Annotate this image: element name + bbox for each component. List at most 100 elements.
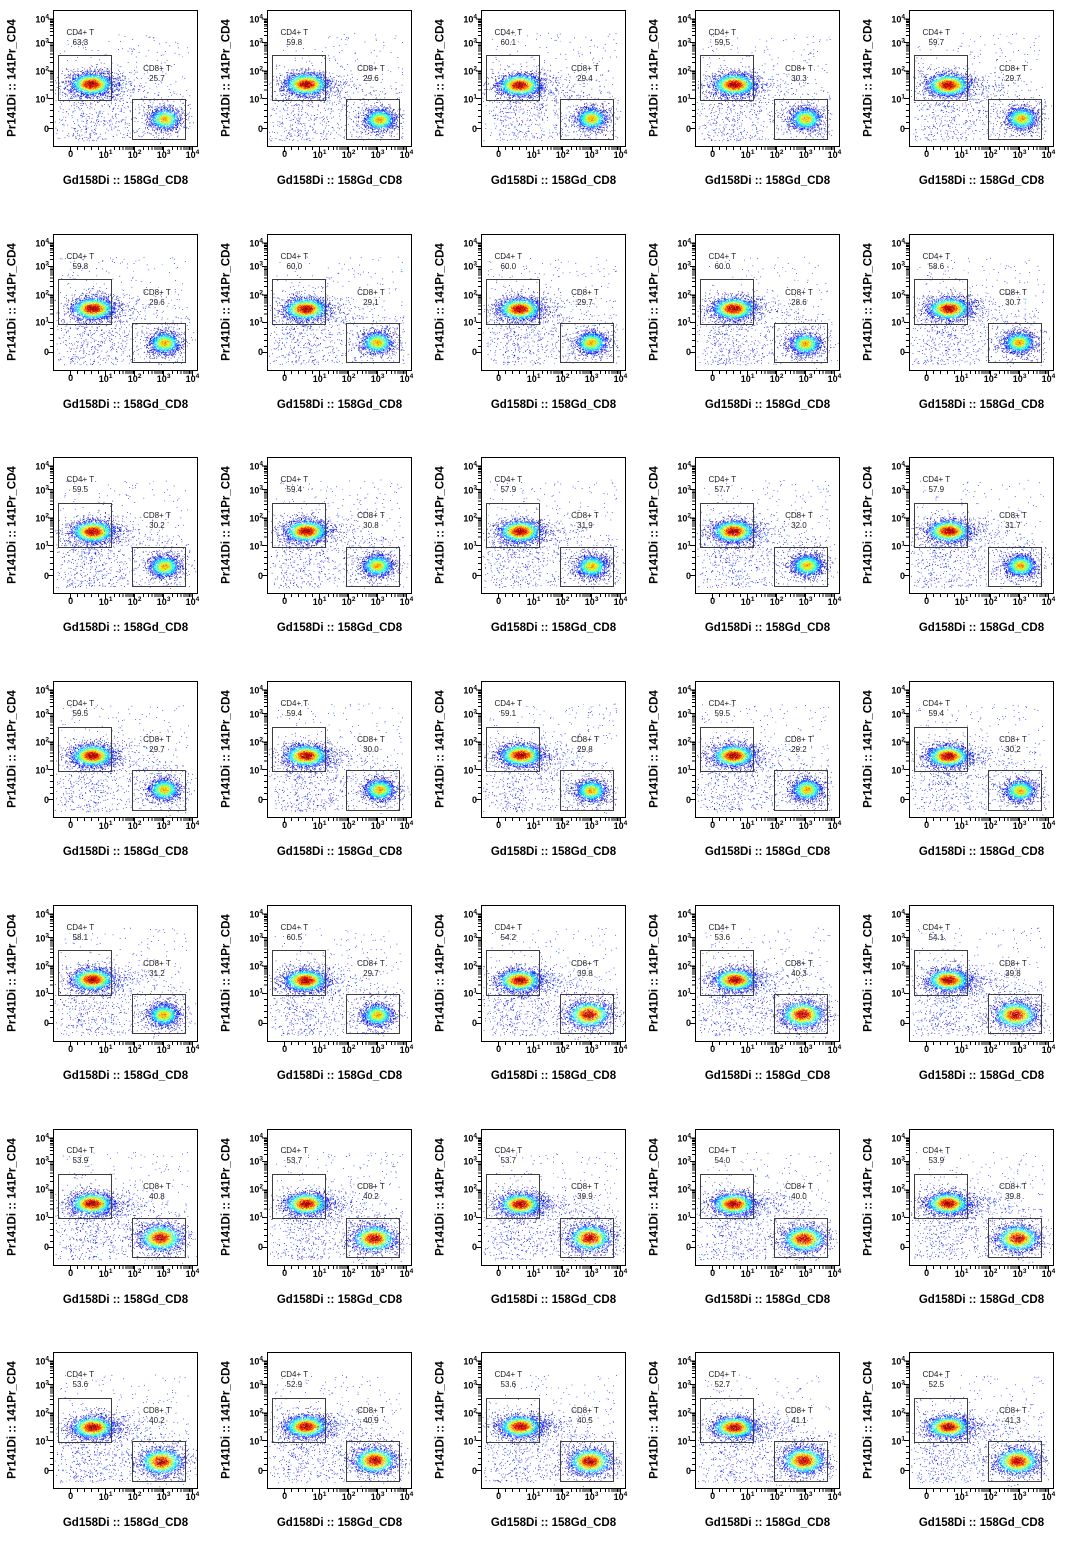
cd8-gate-label: CD8+ T 28.6: [767, 288, 831, 308]
cd4-gate-label: CD4+ T 53.6: [48, 1370, 112, 1390]
cd4-gate: [58, 55, 112, 101]
x-tick-label: 103: [1012, 1043, 1027, 1055]
y-tick-label: 101: [677, 540, 691, 552]
y-tick-label: 103: [677, 932, 691, 944]
x-axis-label: Gd158Di :: 158Gd_CD8: [918, 398, 1045, 411]
x-tick-label: 102: [769, 1491, 784, 1503]
scatter-points: [268, 11, 411, 146]
x-axis-label: Gd158Di :: 158Gd_CD8: [276, 1069, 403, 1082]
plot-area: CD4+ T 60.0 CD8+ T 28.6: [695, 233, 840, 371]
y-tick-label: 104: [463, 1132, 477, 1144]
y-tick-label: 103: [891, 708, 905, 720]
cd8-gate-label: CD8+ T 40.2: [339, 1182, 403, 1202]
x-tick-label: 101: [740, 1267, 755, 1279]
y-tick-label: 103: [35, 1155, 49, 1167]
y-tick-label: 0: [43, 347, 49, 358]
y-tick-label: 102: [677, 65, 691, 77]
cd4-gate-percentage: 60.0: [500, 261, 517, 271]
cd8-gate-percentage: 40.2: [149, 1416, 165, 1426]
y-tick-label: 103: [249, 1379, 263, 1391]
y-tick-label: 102: [677, 960, 691, 972]
cd8-gate-label: CD8+ T 29.8: [553, 735, 617, 755]
cd4-gate-name: CD4+ T: [280, 27, 309, 37]
cd8-gate-label: CD8+ T 40.2: [125, 1406, 189, 1426]
y-tick-label: 103: [677, 37, 691, 49]
cd4-gate-name: CD4+ T: [922, 1370, 951, 1380]
scatter-points: [54, 11, 197, 146]
cd4-gate-percentage: 58.1: [72, 932, 89, 942]
y-tick-label: 104: [891, 237, 905, 249]
cd8-gate: [346, 99, 400, 140]
y-tick-label: 101: [891, 93, 905, 104]
x-axis-label: Gd158Di :: 158Gd_CD8: [918, 846, 1045, 859]
x-tick-label: 104: [1041, 372, 1056, 384]
cd8-gate-name: CD8+ T: [571, 1182, 599, 1192]
y-tick-label: 102: [463, 512, 477, 524]
cd4-gate-label: CD4+ T 59.5: [690, 28, 754, 48]
y-tick-label: 104: [35, 237, 49, 249]
plot-area: CD4+ T 53.7 CD8+ T 39.9: [481, 1128, 626, 1266]
x-tick-label: 103: [1012, 149, 1027, 160]
y-tick-label: 104: [463, 908, 477, 920]
x-tick-label: 0: [496, 1267, 502, 1278]
y-tick-label: 101: [891, 764, 905, 776]
x-tick-label: 102: [769, 1043, 784, 1055]
flow-plot: Pr141Di :: 141Pr_CD4 CD4+ T 54.0 CD8+ T …: [642, 1119, 856, 1343]
cd4-gate-name: CD4+ T: [494, 698, 523, 708]
cd8-gate-percentage: 30.8: [363, 521, 379, 531]
cd4-gate-label: CD4+ T 57.7: [690, 475, 754, 495]
x-tick-label: 103: [584, 1267, 599, 1279]
x-axis-label: Gd158Di :: 158Gd_CD8: [490, 175, 617, 187]
x-tick-label: 103: [370, 1267, 385, 1279]
x-tick-label: 0: [282, 820, 288, 831]
y-tick-label: 102: [677, 289, 691, 301]
cd4-gate-label: CD4+ T 57.9: [476, 475, 540, 495]
x-tick-label: 103: [798, 1267, 813, 1279]
cd8-gate-label: CD8+ T 30.8: [339, 511, 403, 531]
cd4-gate-name: CD4+ T: [494, 27, 523, 37]
cd8-gate-label: CD8+ T 29.6: [125, 288, 189, 308]
cd4-gate-name: CD4+ T: [280, 922, 309, 932]
x-tick-label: 102: [341, 820, 356, 832]
cd8-gate: [988, 546, 1042, 588]
y-tick-label: 103: [35, 708, 49, 720]
cd8-gate-percentage: 29.6: [363, 73, 379, 83]
x-tick-label: 104: [613, 372, 628, 384]
cd8-gate-label: CD8+ T 29.7: [981, 64, 1045, 84]
plot-area: CD4+ T 58.6 CD8+ T 30.7: [909, 233, 1054, 371]
flow-plot: Pr141Di :: 141Pr_CD4 CD4+ T 52.9 CD8+ T …: [214, 1342, 428, 1566]
cd8-gate-percentage: 30.0: [363, 745, 379, 755]
flow-plot: Pr141Di :: 141Pr_CD4 CD4+ T 59.5 CD8+ T …: [642, 671, 856, 895]
y-tick-label: 0: [471, 1465, 477, 1476]
cd4-gate-label: CD4+ T 53.6: [690, 923, 754, 943]
cd4-gate: [700, 502, 754, 549]
flow-plot: Pr141Di :: 141Pr_CD4 CD4+ T 54.2 CD8+ T …: [428, 895, 642, 1119]
cd4-gate-percentage: 52.5: [928, 1380, 945, 1390]
x-tick-label: 103: [584, 149, 599, 160]
flow-plot: Pr141Di :: 141Pr_CD4 CD4+ T 52.7 CD8+ T …: [642, 1342, 856, 1566]
scatter-points: [910, 905, 1053, 1041]
x-axis-label: Gd158Di :: 158Gd_CD8: [918, 175, 1045, 187]
x-tick-label: 104: [1041, 820, 1056, 832]
cd8-gate-name: CD8+ T: [999, 1182, 1027, 1192]
x-tick-label: 104: [1041, 149, 1056, 160]
cd8-gate: [132, 322, 186, 364]
cd4-gate-name: CD4+ T: [708, 1370, 737, 1380]
y-tick-label: 102: [35, 736, 49, 748]
y-tick-label: 0: [685, 1018, 691, 1029]
cd4-gate-label: CD4+ T 52.9: [262, 1370, 326, 1390]
x-tick-label: 0: [924, 596, 930, 607]
y-tick-label: 103: [35, 37, 49, 49]
x-tick-label: 102: [341, 1043, 356, 1055]
cd4-gate-name: CD4+ T: [922, 922, 951, 932]
cd4-gate-name: CD4+ T: [280, 251, 309, 261]
x-tick-label: 102: [127, 149, 142, 160]
y-tick-label: 103: [249, 708, 263, 720]
flow-plot: Pr141Di :: 141Pr_CD4 CD4+ T 59.1 CD8+ T …: [428, 671, 642, 895]
x-tick-label: 104: [613, 149, 628, 160]
scatter-points: [910, 1353, 1053, 1489]
plot-area: CD4+ T 58.1 CD8+ T 31.2: [53, 904, 198, 1042]
x-tick-label: 102: [555, 149, 570, 160]
y-tick-label: 101: [249, 540, 263, 552]
y-tick-label: 102: [35, 1407, 49, 1419]
